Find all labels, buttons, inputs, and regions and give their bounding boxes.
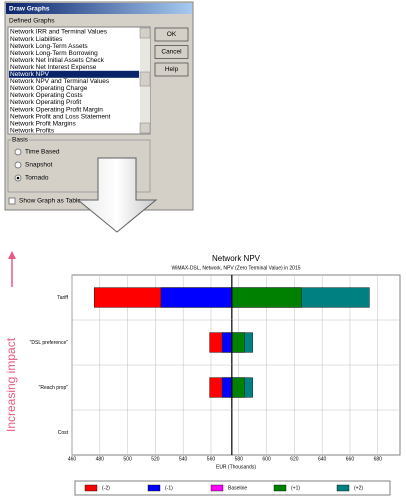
list-item[interactable]: Network Profits	[10, 127, 55, 134]
button[interactable]	[154, 45, 189, 59]
legend-swatch	[84, 484, 98, 492]
checkbox-label[interactable]: Show Graph as Table	[19, 198, 81, 205]
x-tick-label: 660	[346, 456, 355, 462]
basis-label-bg	[11, 137, 29, 143]
impact-arrow-head	[8, 251, 16, 259]
radio[interactable]	[14, 161, 22, 169]
list-item[interactable]: Network Net Interest Expense	[10, 64, 97, 71]
legend-swatch	[273, 484, 287, 492]
button[interactable]	[154, 27, 189, 42]
y-tick-label: "Reach prop"	[39, 385, 69, 391]
button-label[interactable]: Cancel	[161, 49, 182, 56]
legend-label: (+1)	[291, 485, 300, 491]
radio-dot	[16, 176, 20, 180]
chart-subtitle: WiMAX-DSL, Network, NPV (Zero Terminal V…	[171, 265, 300, 271]
list-item[interactable]: Network Operating Profit Margin	[10, 106, 103, 113]
x-axis-label: EUR (Thousands)	[216, 464, 256, 470]
list-item[interactable]: Network Net Initial Assets Check	[10, 57, 105, 64]
legend-label: (-1)	[165, 485, 173, 491]
transition-arrow	[76, 157, 158, 233]
radio[interactable]	[14, 148, 22, 156]
radio-label[interactable]: Snapshot	[25, 162, 53, 169]
list-item[interactable]: Network Profit and Loss Statement	[10, 113, 111, 120]
basis-label: Basis	[12, 137, 29, 144]
y-tick-label: "DSL preference"	[30, 340, 69, 346]
list-item[interactable]: Network Operating Charge	[10, 85, 88, 92]
list-label: Defined Graphs	[9, 18, 55, 25]
y-tick-label: Tariff	[57, 295, 68, 301]
side-annotation: Increasing impact	[4, 337, 18, 432]
x-tick-label: 520	[151, 456, 160, 462]
bar	[160, 287, 233, 308]
bar	[231, 287, 302, 308]
selected-highlight	[9, 70, 139, 78]
legend-swatch	[147, 484, 161, 492]
bar	[221, 332, 233, 353]
x-tick-label: 680	[374, 456, 383, 462]
radio-label[interactable]: Tornado	[25, 175, 49, 182]
x-tick-label: 480	[96, 456, 105, 462]
x-tick-label: 560	[207, 456, 216, 462]
x-tick-label: 640	[318, 456, 327, 462]
basis-group	[7, 139, 151, 193]
legend-label: (-2)	[102, 485, 110, 491]
dialog-title: Draw Graphs	[9, 6, 50, 13]
legend-label: (+2)	[354, 485, 363, 491]
x-tick-label: 620	[290, 456, 299, 462]
scroll-up[interactable]	[139, 27, 151, 39]
list-box[interactable]	[7, 26, 151, 135]
button[interactable]	[154, 62, 189, 77]
title-bar	[6, 3, 192, 14]
x-tick-label: 540	[179, 456, 188, 462]
list-item[interactable]: Network Long-Term Assets	[10, 43, 88, 50]
scroll-thumb[interactable]	[139, 71, 151, 87]
list-item[interactable]: Network Profit Margins	[10, 120, 76, 127]
x-tick-label: 600	[262, 456, 271, 462]
checkbox[interactable]	[8, 197, 16, 205]
list-item[interactable]: Network IRR and Terminal Values	[10, 29, 108, 36]
legend-swatch	[210, 484, 224, 492]
list-item[interactable]: Network Operating Profit	[10, 99, 81, 106]
legend-swatch	[336, 484, 350, 492]
chart-title: Network NPV	[212, 254, 261, 263]
x-tick-label: 580	[235, 456, 244, 462]
y-tick-label: Cost	[58, 430, 69, 436]
bar	[231, 377, 245, 398]
radio-label[interactable]: Time Based	[25, 149, 60, 156]
list-item[interactable]: Network Long-Term Borrowing	[10, 50, 98, 57]
x-tick-label: 500	[123, 456, 132, 462]
list-item[interactable]: Network NPV	[10, 71, 50, 78]
legend	[74, 480, 391, 496]
list-item[interactable]: Network Operating Costs	[10, 92, 83, 99]
x-tick-label: 460	[68, 456, 77, 462]
bar	[231, 332, 245, 353]
button-label[interactable]: Help	[165, 66, 179, 73]
legend-label: Baseline	[228, 485, 247, 491]
scroll-down[interactable]	[139, 122, 151, 134]
button-label[interactable]: OK	[167, 31, 177, 38]
list-item[interactable]: Network Liabilities	[10, 36, 63, 43]
list-item[interactable]: Network NPV and Terminal Values	[10, 78, 110, 85]
bar	[221, 377, 233, 398]
